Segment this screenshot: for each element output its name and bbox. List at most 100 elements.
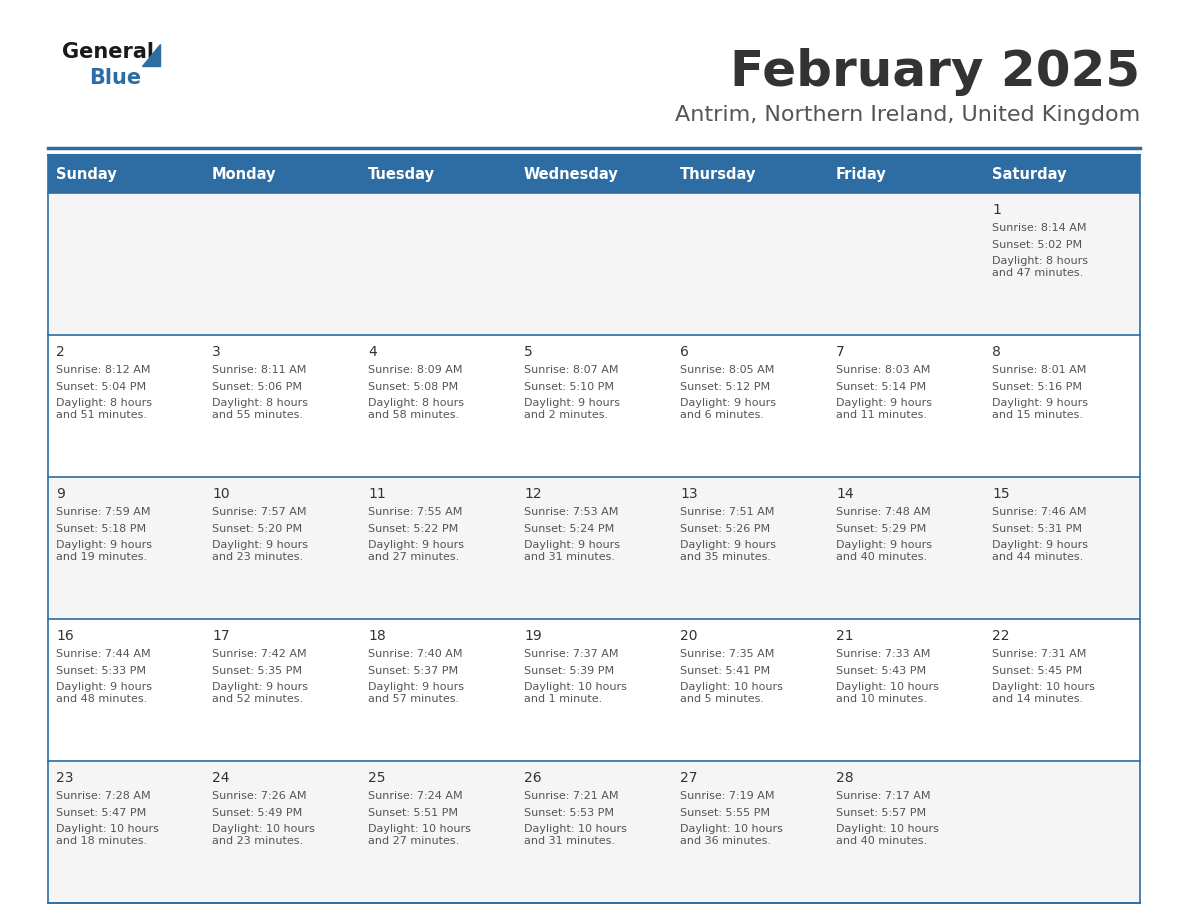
Text: Sunset: 5:06 PM: Sunset: 5:06 PM [211, 382, 302, 391]
Text: Sunrise: 8:09 AM: Sunrise: 8:09 AM [368, 365, 462, 375]
Text: Daylight: 10 hours
and 31 minutes.: Daylight: 10 hours and 31 minutes. [524, 824, 627, 846]
Text: Daylight: 10 hours
and 14 minutes.: Daylight: 10 hours and 14 minutes. [992, 682, 1095, 704]
Bar [516, 761, 672, 903]
Text: Sunset: 5:20 PM: Sunset: 5:20 PM [211, 523, 302, 533]
Text: Sunset: 5:26 PM: Sunset: 5:26 PM [680, 523, 770, 533]
Bar [516, 477, 672, 619]
Text: 15: 15 [992, 487, 1010, 501]
Text: Sunrise: 7:51 AM: Sunrise: 7:51 AM [680, 507, 775, 517]
Bar [828, 477, 984, 619]
Bar [204, 193, 360, 335]
Text: Sunset: 5:12 PM: Sunset: 5:12 PM [680, 382, 770, 391]
Text: Daylight: 9 hours
and 35 minutes.: Daylight: 9 hours and 35 minutes. [680, 540, 776, 563]
Text: Sunrise: 7:28 AM: Sunrise: 7:28 AM [56, 791, 151, 801]
Text: Daylight: 10 hours
and 36 minutes.: Daylight: 10 hours and 36 minutes. [680, 824, 783, 846]
Text: 6: 6 [680, 345, 689, 359]
Bar [48, 477, 204, 619]
Bar [516, 335, 672, 477]
Text: Daylight: 9 hours
and 40 minutes.: Daylight: 9 hours and 40 minutes. [836, 540, 933, 563]
Text: Sunrise: 8:11 AM: Sunrise: 8:11 AM [211, 365, 307, 375]
Text: Sunset: 5:53 PM: Sunset: 5:53 PM [524, 808, 614, 818]
Text: 28: 28 [836, 771, 854, 785]
Text: Sunrise: 7:33 AM: Sunrise: 7:33 AM [836, 649, 930, 659]
Bar [204, 335, 360, 477]
Bar [360, 477, 516, 619]
Text: 4: 4 [368, 345, 377, 359]
Text: Daylight: 9 hours
and 48 minutes.: Daylight: 9 hours and 48 minutes. [56, 682, 152, 704]
Bar [828, 761, 984, 903]
Text: Sunrise: 7:44 AM: Sunrise: 7:44 AM [56, 649, 151, 659]
Text: 23: 23 [56, 771, 74, 785]
Text: 3: 3 [211, 345, 221, 359]
Text: 7: 7 [836, 345, 845, 359]
Text: Tuesday: Tuesday [368, 166, 435, 182]
Bar [204, 761, 360, 903]
Bar [204, 619, 360, 761]
Text: Daylight: 9 hours
and 57 minutes.: Daylight: 9 hours and 57 minutes. [368, 682, 465, 704]
Text: Daylight: 8 hours
and 58 minutes.: Daylight: 8 hours and 58 minutes. [368, 398, 465, 420]
Bar [984, 335, 1140, 477]
Text: 2: 2 [56, 345, 65, 359]
Text: Daylight: 9 hours
and 6 minutes.: Daylight: 9 hours and 6 minutes. [680, 398, 776, 420]
Text: Thursday: Thursday [680, 166, 757, 182]
Text: Daylight: 10 hours
and 18 minutes.: Daylight: 10 hours and 18 minutes. [56, 824, 159, 846]
Bar [984, 619, 1140, 761]
Bar [828, 193, 984, 335]
Bar [516, 155, 672, 193]
Text: Daylight: 9 hours
and 23 minutes.: Daylight: 9 hours and 23 minutes. [211, 540, 308, 563]
Text: Sunset: 5:22 PM: Sunset: 5:22 PM [368, 523, 459, 533]
Text: Sunset: 5:45 PM: Sunset: 5:45 PM [992, 666, 1082, 676]
Text: Sunrise: 7:55 AM: Sunrise: 7:55 AM [368, 507, 462, 517]
Text: Daylight: 8 hours
and 51 minutes.: Daylight: 8 hours and 51 minutes. [56, 398, 152, 420]
Text: Sunset: 5:41 PM: Sunset: 5:41 PM [680, 666, 770, 676]
Text: 1: 1 [992, 203, 1000, 217]
Text: Sunset: 5:55 PM: Sunset: 5:55 PM [680, 808, 770, 818]
Bar [360, 619, 516, 761]
Text: Daylight: 9 hours
and 15 minutes.: Daylight: 9 hours and 15 minutes. [992, 398, 1088, 420]
Text: Antrim, Northern Ireland, United Kingdom: Antrim, Northern Ireland, United Kingdom [675, 105, 1140, 125]
Text: Daylight: 10 hours
and 1 minute.: Daylight: 10 hours and 1 minute. [524, 682, 627, 704]
Bar [516, 193, 672, 335]
Text: 13: 13 [680, 487, 697, 501]
Text: 17: 17 [211, 629, 229, 643]
Text: Daylight: 10 hours
and 40 minutes.: Daylight: 10 hours and 40 minutes. [836, 824, 939, 846]
Text: Sunset: 5:16 PM: Sunset: 5:16 PM [992, 382, 1082, 391]
Text: Daylight: 10 hours
and 10 minutes.: Daylight: 10 hours and 10 minutes. [836, 682, 939, 704]
Bar [828, 335, 984, 477]
Text: 20: 20 [680, 629, 697, 643]
Text: Saturday: Saturday [992, 166, 1067, 182]
Text: Sunrise: 7:19 AM: Sunrise: 7:19 AM [680, 791, 775, 801]
Text: Wednesday: Wednesday [524, 166, 619, 182]
Text: 19: 19 [524, 629, 542, 643]
Bar [48, 193, 204, 335]
Bar [828, 155, 984, 193]
Text: Sunrise: 7:59 AM: Sunrise: 7:59 AM [56, 507, 151, 517]
Text: Sunrise: 7:42 AM: Sunrise: 7:42 AM [211, 649, 307, 659]
Text: Sunset: 5:47 PM: Sunset: 5:47 PM [56, 808, 146, 818]
Text: Sunset: 5:57 PM: Sunset: 5:57 PM [836, 808, 927, 818]
Text: Sunrise: 7:48 AM: Sunrise: 7:48 AM [836, 507, 930, 517]
Text: Daylight: 10 hours
and 27 minutes.: Daylight: 10 hours and 27 minutes. [368, 824, 470, 846]
Text: Sunrise: 7:37 AM: Sunrise: 7:37 AM [524, 649, 619, 659]
Text: Sunset: 5:08 PM: Sunset: 5:08 PM [368, 382, 459, 391]
Text: Sunset: 5:10 PM: Sunset: 5:10 PM [524, 382, 614, 391]
Text: Blue: Blue [89, 68, 141, 88]
Text: Sunrise: 7:21 AM: Sunrise: 7:21 AM [524, 791, 619, 801]
Text: Sunrise: 7:40 AM: Sunrise: 7:40 AM [368, 649, 462, 659]
Bar [48, 761, 204, 903]
Text: Sunset: 5:24 PM: Sunset: 5:24 PM [524, 523, 614, 533]
Text: Sunrise: 7:46 AM: Sunrise: 7:46 AM [992, 507, 1087, 517]
Bar [672, 193, 828, 335]
Bar [672, 477, 828, 619]
Text: 5: 5 [524, 345, 532, 359]
Text: 14: 14 [836, 487, 854, 501]
Text: Daylight: 9 hours
and 11 minutes.: Daylight: 9 hours and 11 minutes. [836, 398, 933, 420]
Text: 12: 12 [524, 487, 542, 501]
Bar [360, 155, 516, 193]
Text: 11: 11 [368, 487, 386, 501]
Bar [204, 477, 360, 619]
Text: Sunset: 5:35 PM: Sunset: 5:35 PM [211, 666, 302, 676]
Text: Sunrise: 7:35 AM: Sunrise: 7:35 AM [680, 649, 775, 659]
Text: Sunset: 5:51 PM: Sunset: 5:51 PM [368, 808, 459, 818]
Text: General: General [62, 42, 154, 62]
